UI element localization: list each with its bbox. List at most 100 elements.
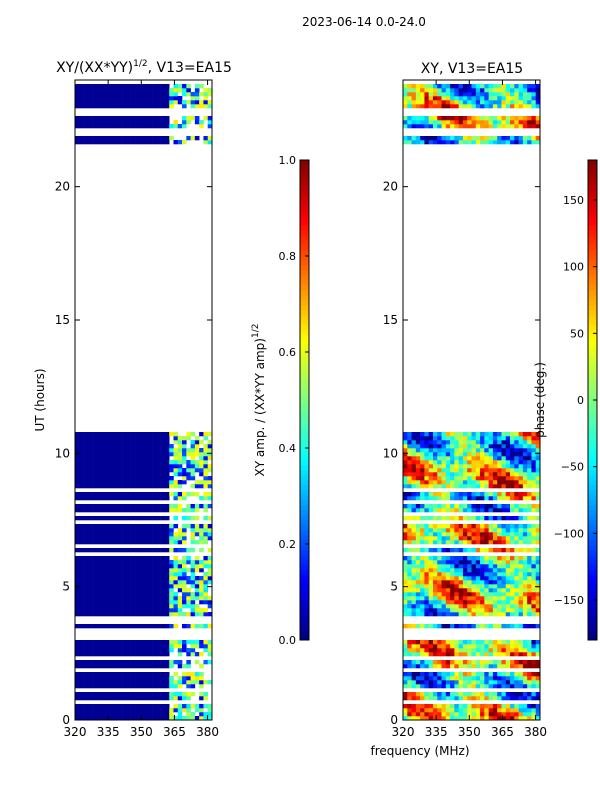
heatmap-cell [143, 436, 149, 441]
heatmap-cell [484, 492, 489, 497]
heatmap-cell [156, 548, 161, 553]
heatmap-cell [169, 484, 174, 489]
heatmap-cell [87, 124, 93, 129]
heatmap-cell [403, 140, 408, 145]
amp-colorbar-swatch [300, 505, 309, 511]
heatmap-cell [510, 716, 515, 721]
heatmap-cell [462, 492, 468, 497]
heatmap-cell [186, 692, 191, 697]
heatmap-cell [531, 588, 537, 593]
heatmap-cell [497, 608, 502, 613]
heatmap-cell [79, 484, 84, 489]
heatmap-cell [79, 652, 84, 657]
heatmap-cell [92, 460, 97, 465]
heatmap-cell [475, 572, 481, 577]
heatmap-cell [126, 564, 131, 569]
heatmap-cell [501, 516, 507, 521]
heatmap-cell [203, 696, 209, 701]
heatmap-cell [535, 596, 541, 601]
heatmap-cell [79, 704, 84, 709]
heatmap-cell [432, 92, 438, 97]
heatmap-cell [143, 432, 149, 437]
heatmap-cell [190, 492, 196, 497]
heatmap-cell [527, 480, 532, 485]
heatmap-cell [117, 652, 123, 657]
heatmap-cell [424, 484, 429, 489]
heatmap-cell [441, 596, 447, 601]
amp-colorbar-swatch [300, 560, 309, 566]
heatmap-cell [484, 116, 489, 121]
heatmap-cell [510, 100, 515, 105]
heatmap-cell [100, 564, 106, 569]
heatmap-cell [428, 560, 434, 565]
heatmap-cell [411, 84, 417, 89]
heatmap-cell [462, 576, 468, 581]
heatmap-cell [104, 564, 110, 569]
heatmap-cell [437, 136, 442, 141]
heatmap-cell [510, 696, 515, 701]
heatmap-cell [147, 524, 153, 529]
heatmap-cell [87, 436, 93, 441]
heatmap-cell [83, 680, 89, 685]
heatmap-cell [75, 504, 80, 509]
heatmap-cell [458, 640, 464, 645]
amp-colorbar-swatch [300, 215, 309, 221]
heatmap-cell [87, 704, 93, 709]
phase-colorbar-swatch [588, 280, 597, 286]
heatmap-cell [207, 464, 213, 469]
heatmap-cell [117, 468, 123, 473]
heatmap-cell [522, 528, 528, 533]
heatmap-cell [488, 696, 494, 701]
heatmap-cell [83, 116, 89, 121]
heatmap-cell [143, 712, 149, 717]
heatmap-cell [501, 672, 507, 677]
heatmap-cell [134, 708, 140, 713]
heatmap-cell [96, 704, 101, 709]
heatmap-cell [445, 568, 451, 573]
heatmap-cell [87, 492, 93, 497]
heatmap-cell [445, 672, 451, 677]
heatmap-cell [87, 564, 93, 569]
heatmap-cell [79, 476, 84, 481]
heatmap-cell [432, 652, 438, 657]
heatmap-cell [92, 652, 97, 657]
phase-colorbar-swatch [588, 350, 597, 356]
heatmap-cell [475, 684, 481, 689]
heatmap-cell [527, 572, 532, 577]
heatmap-cell [190, 540, 196, 545]
heatmap-cell [437, 484, 442, 489]
heatmap-cell [450, 640, 455, 645]
heatmap-cell [488, 436, 494, 441]
heatmap-cell [535, 608, 541, 613]
heatmap-cell [407, 484, 412, 489]
heatmap-cell [186, 604, 191, 609]
heatmap-cell [199, 496, 204, 501]
heatmap-cell [156, 468, 161, 473]
heatmap-cell [462, 436, 468, 441]
heatmap-cell [194, 100, 200, 105]
heatmap-cell [505, 568, 511, 573]
heatmap-cell [415, 572, 421, 577]
amp-colorbar-swatch [300, 235, 309, 241]
heatmap-cell [160, 608, 166, 613]
heatmap-cell [505, 600, 511, 605]
heatmap-cell [156, 140, 161, 145]
heatmap-cell [450, 692, 455, 697]
heatmap-cell [415, 564, 421, 569]
heatmap-cell [450, 564, 455, 569]
heatmap-cell [109, 640, 114, 645]
heatmap-cell [126, 504, 131, 509]
heatmap-cell [488, 496, 494, 501]
heatmap-cell [117, 96, 123, 101]
heatmap-cell [522, 584, 528, 589]
heatmap-cell [522, 548, 528, 553]
heatmap-cell [92, 556, 97, 561]
heatmap-cell [207, 480, 213, 485]
heatmap-cell [454, 572, 459, 577]
heatmap-cell [407, 432, 412, 437]
heatmap-cell [152, 572, 157, 577]
heatmap-cell [492, 124, 498, 129]
heatmap-cell [207, 528, 213, 533]
heatmap-cell [130, 444, 136, 449]
heatmap-cell [190, 468, 196, 473]
